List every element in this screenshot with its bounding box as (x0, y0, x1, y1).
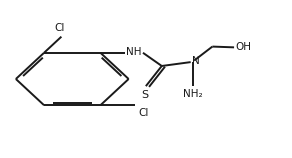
Text: NH₂: NH₂ (183, 89, 203, 99)
Text: N: N (192, 56, 199, 66)
Text: OH: OH (236, 42, 251, 52)
Text: Cl: Cl (138, 108, 148, 118)
Text: Cl: Cl (55, 23, 65, 33)
Text: NH: NH (126, 47, 142, 57)
Text: S: S (141, 90, 148, 100)
